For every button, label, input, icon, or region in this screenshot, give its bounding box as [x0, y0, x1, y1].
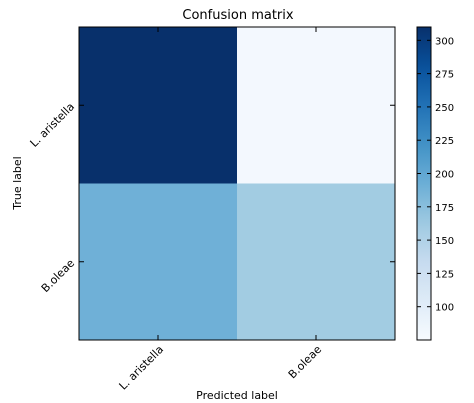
heatmap-cell — [79, 27, 237, 184]
colorbar-tick-label: 250 — [435, 103, 454, 114]
colorbar-tick-label: 175 — [435, 203, 454, 214]
colorbar-tick-label: 200 — [435, 170, 454, 181]
y-axis-label: True label — [11, 156, 24, 210]
heatmap-cell — [79, 183, 237, 340]
x-tick-label: B.oleae — [286, 343, 324, 381]
y-tick-label: B.oleae — [39, 257, 77, 295]
heatmap-cell — [237, 183, 395, 340]
colorbar-tick-label: 125 — [435, 269, 454, 280]
x-axis-label: Predicted label — [196, 389, 278, 402]
chart-title: Confusion matrix — [182, 8, 293, 23]
heatmap-cell — [237, 27, 395, 184]
colorbar — [416, 26, 432, 341]
x-tick-label: L. aristella — [117, 343, 167, 393]
y-tick-label: L. aristella — [28, 100, 78, 150]
colorbar-tick-label: 300 — [435, 36, 454, 47]
plot-frame — [78, 26, 396, 341]
colorbar-tick-label: 150 — [435, 236, 454, 247]
colorbar-tick-label: 275 — [435, 70, 454, 81]
colorbar-ticks: 100 125 150 175 200 225 250 275 300 — [417, 36, 454, 314]
heatmap-cells — [79, 27, 395, 340]
colorbar-tick-label: 100 — [435, 303, 454, 314]
colorbar-tick-label: 225 — [435, 136, 454, 147]
